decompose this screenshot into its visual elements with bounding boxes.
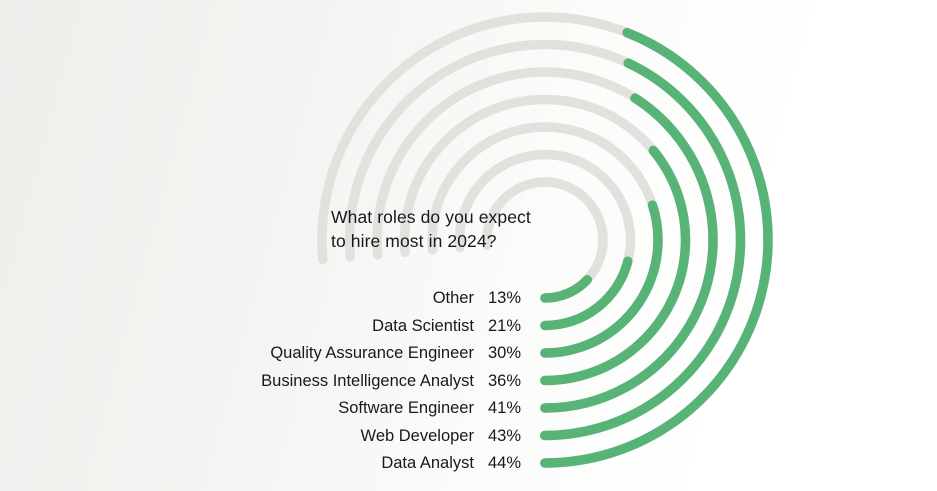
ring-value-arc <box>482 177 608 303</box>
role-label: Business Intelligence Analyst <box>261 371 474 390</box>
legend-row: Other 13% <box>0 287 521 309</box>
role-value: 13% <box>487 289 521 307</box>
legend-row: Quality Assurance Engineer 30% <box>0 342 521 364</box>
role-label: Web Developer <box>360 426 474 445</box>
ring-value-arc <box>399 94 691 386</box>
role-value: 36% <box>487 371 521 390</box>
legend-row: Data Analyst 44% <box>0 452 521 474</box>
role-label: Software Engineer <box>338 399 474 417</box>
legend-row: Software Engineer 41% <box>0 397 521 419</box>
role-value: 43% <box>487 426 521 445</box>
role-value: 21% <box>487 316 521 335</box>
role-value: 30% <box>487 344 521 362</box>
ring-value-arc <box>344 39 746 441</box>
role-label: Other <box>432 289 474 307</box>
ring-value-arc <box>454 149 636 331</box>
ring-value-arc <box>317 12 773 468</box>
legend-row: Web Developer 43% <box>0 425 521 447</box>
role-label: Quality Assurance Engineer <box>270 344 474 362</box>
legend-row: Business Intelligence Analyst 36% <box>0 370 521 392</box>
role-label: Data Analyst <box>381 454 474 472</box>
role-value: 44% <box>487 454 521 472</box>
chart-title: What roles do you expect to hire most in… <box>331 207 531 251</box>
role-label: Data Scientist <box>372 316 474 335</box>
ring-value-arc <box>427 122 663 358</box>
legend-row: Data Scientist 21% <box>0 315 521 337</box>
ring-value-arc <box>372 67 718 413</box>
role-value: 41% <box>487 399 521 417</box>
